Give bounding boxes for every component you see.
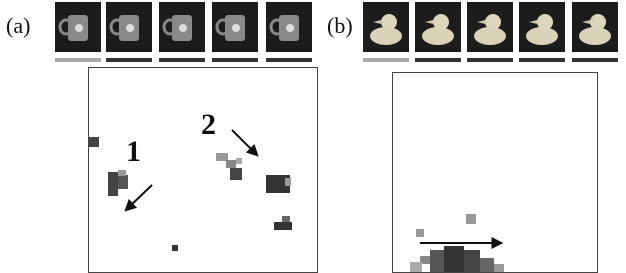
panel-label: (a): [6, 13, 30, 38]
thumbnail: [159, 2, 205, 52]
panel-b: (b): [327, 2, 618, 273]
figure: (a) 1 2 (b): [0, 0, 626, 273]
thumbnail: [572, 2, 618, 52]
thumbnail: [266, 2, 312, 52]
annotation: 1: [126, 135, 141, 168]
indicator: [519, 58, 565, 62]
indicator: [55, 58, 101, 62]
thumbnail: [519, 2, 565, 52]
thumbnail: [106, 2, 152, 52]
thumbnail: [467, 2, 513, 52]
indicator: [212, 58, 258, 62]
indicator: [415, 58, 461, 62]
thumbnail: [415, 2, 461, 52]
panel-a: (a) 1 2: [6, 2, 318, 273]
thumbnail: [363, 2, 409, 52]
indicator: [266, 58, 312, 62]
indicator: [363, 58, 409, 62]
indicator: [572, 58, 618, 62]
indicator: [106, 58, 152, 62]
annotation: 2: [201, 108, 216, 141]
indicator: [467, 58, 513, 62]
indicator: [159, 58, 205, 62]
thumbnail: [55, 2, 101, 52]
panel-label: (b): [327, 13, 353, 38]
thumbnail: [212, 2, 258, 52]
